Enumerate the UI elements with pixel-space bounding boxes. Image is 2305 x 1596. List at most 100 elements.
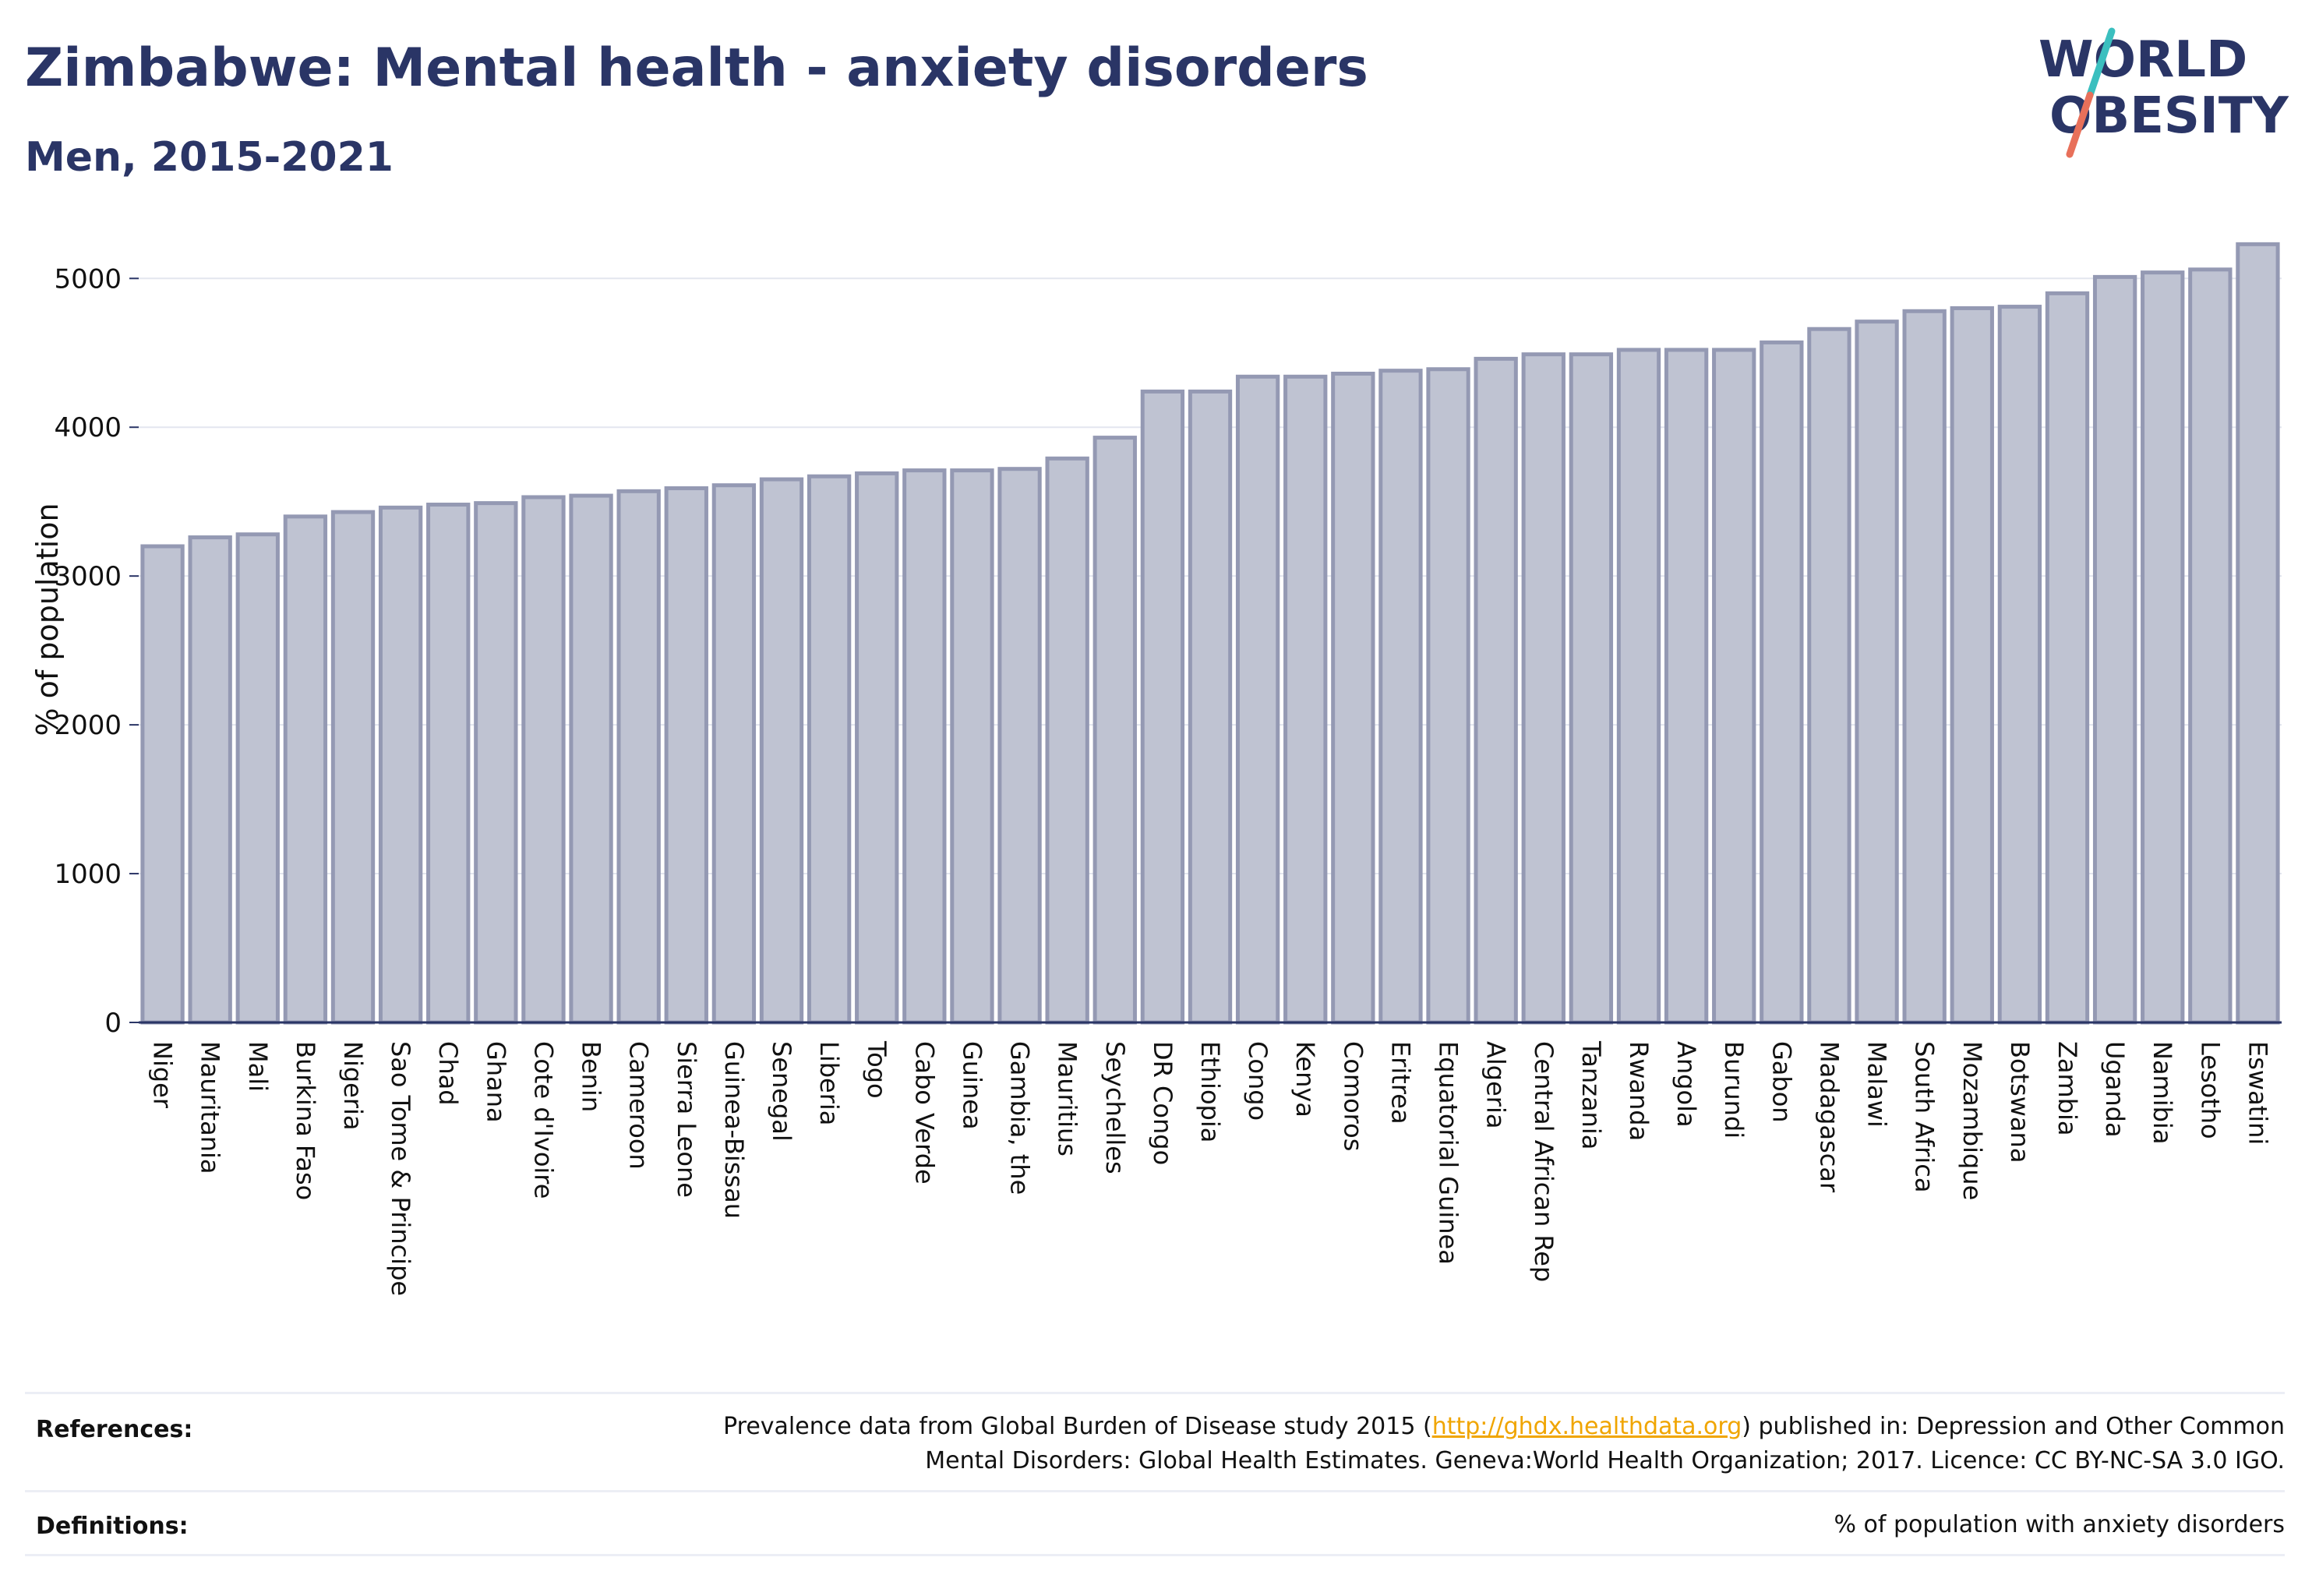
references-label: References:: [36, 1416, 193, 1443]
bar: [1045, 456, 1089, 1025]
x-tick-label: Mauritania: [196, 1041, 225, 1174]
x-tick-label: Madagascar: [1814, 1041, 1844, 1193]
x-tick-label: Botswana: [2005, 1041, 2035, 1163]
bar: [474, 501, 518, 1025]
bar: [1569, 352, 1614, 1025]
y-tick-labels: 0 1000 2000 3000 4000 5000: [54, 263, 139, 1039]
references-line2: Mental Disorders: Global Health Estimate…: [925, 1447, 2285, 1474]
logo-slash-top: [2086, 27, 2116, 99]
x-tick-label: Algeria: [1481, 1041, 1511, 1128]
x-tick-labels: Niger Mauritania Mali Burkina Faso Nigeria Sa…: [148, 1040, 2273, 1296]
x-tick-label: Angola: [1671, 1041, 1701, 1128]
x-tick-label: Burkina Faso: [291, 1041, 320, 1200]
bar: [1950, 305, 1994, 1025]
bar: [664, 486, 708, 1025]
bar: [2092, 274, 2137, 1025]
definitions-text: % of population with anxiety disorders: [1834, 1511, 2285, 1538]
x-tick-label: Niger: [148, 1041, 178, 1109]
bar: [997, 467, 1042, 1025]
x-tick-label: Eritrea: [1385, 1041, 1415, 1125]
bar: [1235, 374, 1280, 1025]
bar: [235, 532, 280, 1025]
bar: [1807, 327, 1851, 1025]
bar: [807, 474, 852, 1025]
x-tick-label: Malawi: [1862, 1041, 1892, 1128]
x-tick-label: Chad: [433, 1041, 463, 1106]
x-tick-label: Cameroon: [624, 1041, 654, 1170]
x-tick-label: Lesotho: [2195, 1041, 2225, 1139]
x-tick-label: Rwanda: [1624, 1041, 1654, 1141]
x-tick-label: Liberia: [814, 1041, 844, 1125]
x-tick-label: Uganda: [2100, 1041, 2130, 1138]
bar: [283, 514, 328, 1025]
reference-link[interactable]: http://ghdx.healthdata.org: [1431, 1413, 1742, 1440]
bar: [140, 544, 185, 1025]
x-tick-label: Zambia: [2053, 1041, 2082, 1136]
chart-title: Zimbabwe: Mental health - anxiety disord…: [25, 37, 1368, 99]
bars-layer: [140, 242, 2280, 1025]
bar: [426, 503, 471, 1025]
bar: [2188, 267, 2233, 1025]
bar-chart: 0 1000 2000 3000 4000 5000 Niger Mauritania Mal…: [30, 242, 2282, 1296]
x-tick-label: Gabon: [1767, 1041, 1796, 1123]
bar: [1521, 352, 1565, 1025]
references-text: Prevalence data from Global Burden of Di…: [723, 1410, 2285, 1478]
x-tick-label: Namibia: [2148, 1041, 2177, 1144]
bar: [2045, 291, 2090, 1025]
x-tick-label: Ghana: [481, 1041, 510, 1123]
definitions-label: Definitions:: [36, 1513, 189, 1540]
y-tick-label: 0: [104, 1008, 122, 1039]
logo-line1: WORLD: [2038, 31, 2247, 89]
x-tick-label: Togo: [862, 1040, 891, 1099]
bar: [1902, 309, 1947, 1025]
x-tick-label: Guinea-Bissau: [719, 1041, 749, 1219]
x-tick-label: Cabo Verde: [909, 1041, 939, 1185]
bar: [330, 510, 376, 1025]
bar: [521, 495, 566, 1025]
bar: [711, 483, 757, 1025]
y-tick-label: 5000: [54, 263, 122, 295]
x-tick-label: Sierra Leone: [672, 1041, 701, 1198]
chart-subtitle: Men, 2015-2021: [25, 134, 394, 181]
x-tick-label: Eswatini: [2243, 1041, 2272, 1145]
x-tick-label: Benin: [577, 1041, 606, 1112]
bar: [1474, 356, 1518, 1025]
bar: [616, 489, 661, 1025]
y-axis-label: % of population: [30, 503, 65, 736]
bar: [1188, 389, 1233, 1025]
x-tick-label: Nigeria: [338, 1041, 368, 1130]
bar: [1283, 374, 1328, 1025]
bar: [378, 505, 423, 1025]
bar: [2141, 270, 2185, 1025]
bar: [1855, 320, 1899, 1025]
bar: [1760, 340, 1804, 1025]
x-tick-label: DR Congo: [1148, 1041, 1177, 1165]
logo-slash-bottom: [2066, 91, 2094, 158]
bar: [188, 535, 232, 1025]
bar: [1092, 436, 1137, 1025]
definitions-row: Definitions: % of population with anxiet…: [25, 1490, 2285, 1556]
y-tick-label: 1000: [54, 859, 122, 890]
x-tick-label: Comoros: [1338, 1041, 1368, 1151]
y-tick-label: 2000: [54, 710, 122, 741]
bar: [1378, 369, 1423, 1025]
x-tick-label: Guinea: [957, 1041, 987, 1130]
y-tick-label: 4000: [54, 412, 122, 443]
x-tick-label: Mali: [243, 1041, 273, 1092]
bar: [1426, 367, 1470, 1025]
x-tick-label: Sao Tome & Principe: [386, 1041, 415, 1296]
x-tick-label: Mauritius: [1053, 1041, 1082, 1156]
bar: [855, 471, 899, 1025]
x-tick-label: South Africa: [1910, 1041, 1940, 1192]
x-tick-label: Ethiopia: [1195, 1041, 1225, 1142]
y-tick-label: 3000: [54, 561, 122, 592]
bar: [1616, 348, 1661, 1025]
bar: [1712, 348, 1756, 1025]
bar: [2236, 242, 2280, 1025]
footer-divider: [25, 1554, 2285, 1556]
x-tick-label: Gambia, the: [1005, 1041, 1035, 1195]
bar: [950, 468, 994, 1025]
x-tick-label: Central African Rep: [1529, 1041, 1558, 1282]
world-obesity-logo: WORLD OBESITY: [2038, 27, 2289, 158]
references-line1: Prevalence data from Global Burden of Di…: [723, 1413, 2285, 1440]
